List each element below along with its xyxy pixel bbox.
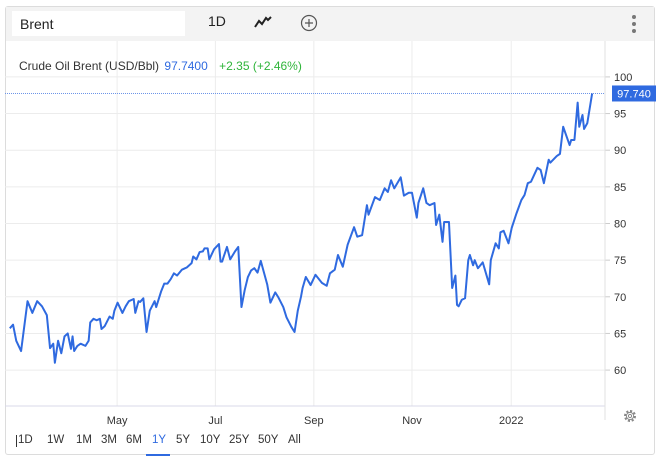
y-tick-label: 75 (614, 255, 626, 267)
symbol-search-input[interactable] (12, 11, 185, 36)
x-tick-label: 2022 (499, 415, 523, 427)
range-button-10y[interactable]: 10Y (200, 434, 221, 446)
range-button-50y[interactable]: 50Y (258, 434, 279, 446)
range-button-1d[interactable]: 1D (18, 434, 33, 446)
interval-button[interactable]: 1D (208, 13, 226, 29)
legend-change: +2.35 (+2.46%) (219, 59, 302, 73)
price-series-line (9, 93, 594, 364)
x-tick-label: Sep (304, 415, 324, 427)
y-tick-label: 70 (614, 292, 626, 304)
gear-icon[interactable] (622, 408, 638, 424)
y-tick-label: 65 (614, 328, 626, 340)
active-range-underline (146, 454, 170, 456)
line-chart-icon[interactable] (254, 15, 272, 29)
range-button-3m[interactable]: 3M (101, 434, 117, 446)
x-tick-label: Jul (208, 415, 222, 427)
range-button-5y[interactable]: 5Y (176, 434, 191, 446)
last-price-badge (612, 85, 656, 102)
last-price-label: 97.740 (617, 88, 651, 100)
x-tick-label: Nov (402, 415, 422, 427)
range-button-all[interactable]: All (288, 434, 301, 446)
chart-legend: Crude Oil Brent (USD/Bbl) 97.7400 +2.35 … (19, 59, 302, 73)
kebab-menu-icon[interactable] (630, 15, 638, 33)
range-button-1m[interactable]: 1M (76, 434, 92, 446)
chart-widget (5, 6, 655, 455)
y-tick-label: 60 (614, 365, 626, 377)
x-tick-label: May (107, 415, 128, 427)
y-tick-label: 80 (614, 219, 626, 231)
range-button-1w[interactable]: 1W (47, 434, 65, 446)
range-button-1y[interactable]: 1Y (152, 434, 167, 446)
plus-circle-icon[interactable] (300, 14, 318, 32)
range-cursor (16, 435, 17, 447)
y-tick-label: 90 (614, 145, 626, 157)
range-button-6m[interactable]: 6M (126, 434, 142, 446)
y-tick-label: 100 (614, 72, 632, 84)
y-tick-label: 95 (614, 109, 626, 121)
range-button-25y[interactable]: 25Y (229, 434, 250, 446)
legend-price: 97.7400 (164, 59, 208, 73)
y-tick-label: 85 (614, 182, 626, 194)
legend-name: Crude Oil Brent (USD/Bbl) (19, 59, 160, 73)
